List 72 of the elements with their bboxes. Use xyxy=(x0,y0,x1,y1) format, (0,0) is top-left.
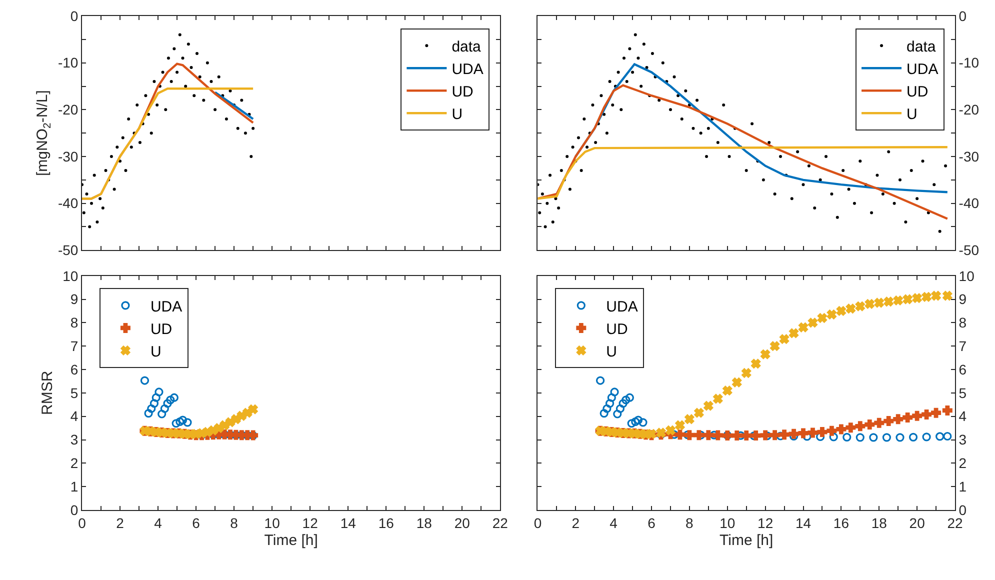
y-tick-label: 2 xyxy=(958,455,967,472)
y-tick-label: 6 xyxy=(958,361,967,378)
x-tick-label: 22 xyxy=(492,514,508,531)
y-tick-label: 5 xyxy=(70,384,78,401)
x-tick-label: 20 xyxy=(909,514,926,531)
y-tick-label: 1 xyxy=(70,478,78,494)
y-tick-label: -20 xyxy=(958,102,980,118)
x-tick-label: 0 xyxy=(534,514,542,531)
y-tick-label: 10 xyxy=(958,268,975,284)
legend-label: U xyxy=(906,106,918,123)
legend-label: U xyxy=(150,343,162,360)
x-tick-label: 16 xyxy=(833,514,850,531)
x-tick-label: 8 xyxy=(686,514,694,531)
x-tick-label: 16 xyxy=(378,514,394,531)
y-tick-label: 8 xyxy=(958,314,967,331)
legend-label: U xyxy=(452,106,463,123)
legend-label: UDA xyxy=(606,298,638,316)
x-tick-label: 18 xyxy=(416,514,432,531)
y-tick-label: -10 xyxy=(58,54,78,71)
y-tick-label: 9 xyxy=(70,291,78,308)
x-tick-label: 2 xyxy=(116,514,124,531)
y-tick-label: -40 xyxy=(58,195,78,212)
x-tick-label: 14 xyxy=(340,514,356,531)
y-tick-label: 4 xyxy=(958,408,967,424)
x-tick-label: 4 xyxy=(610,514,618,531)
y-tick-label: -30 xyxy=(958,148,980,164)
y-tick-label: 3 xyxy=(958,432,967,448)
x-tick-label: 8 xyxy=(230,514,238,531)
legend-label: UDA xyxy=(906,60,938,78)
y-tick-label: 4 xyxy=(70,408,78,424)
legend-label: UD xyxy=(150,320,172,338)
legend-label: data xyxy=(906,38,936,56)
y-tick-label: 0 xyxy=(70,8,78,24)
x-tick-label: 10 xyxy=(264,514,280,531)
y-tick-label: 0 xyxy=(70,502,78,518)
x-tick-label: 10 xyxy=(720,514,736,531)
x-tick-label: 14 xyxy=(795,514,812,531)
y-tick-label: 8 xyxy=(70,314,78,331)
y-tick-label: 2 xyxy=(70,455,78,472)
legend-label: UD xyxy=(606,320,628,338)
x-tick-label: 6 xyxy=(192,514,200,531)
y-tick-label: -40 xyxy=(958,195,980,212)
y-tick-label: -50 xyxy=(58,242,78,258)
legend-label: UDA xyxy=(150,298,182,316)
y-tick-label: 1 xyxy=(958,478,967,494)
y-tick-label: 5 xyxy=(958,384,967,401)
x-tick-label: 4 xyxy=(154,514,162,531)
y-tick-label: -30 xyxy=(58,148,78,164)
y-tick-label: 10 xyxy=(62,268,78,284)
legend-label: UD xyxy=(906,83,928,100)
x-tick-label: 2 xyxy=(572,514,580,531)
y-tick-label: 7 xyxy=(70,338,78,354)
x-axis-title: Time [h] xyxy=(720,532,774,549)
y-tick-label: 7 xyxy=(958,338,967,354)
x-tick-label: 6 xyxy=(648,514,656,531)
legend-label: data xyxy=(452,38,482,56)
x-tick-label: 12 xyxy=(302,514,318,531)
legend-label: U xyxy=(606,343,618,360)
y-tick-label: -20 xyxy=(58,102,78,118)
y-axis-title: RMSR xyxy=(38,370,56,416)
x-tick-label: 18 xyxy=(871,514,888,531)
x-tick-label: 12 xyxy=(758,514,774,531)
y-tick-label: 3 xyxy=(70,432,78,448)
y-tick-label: -10 xyxy=(958,54,980,71)
legend-label: UD xyxy=(452,83,474,100)
legend-label: UDA xyxy=(452,60,484,78)
y-tick-label: -50 xyxy=(958,242,980,258)
x-axis-title: Time [h] xyxy=(264,532,318,549)
y-tick-label: 0 xyxy=(958,8,967,24)
x-tick-label: 20 xyxy=(454,514,470,531)
y-tick-label: 9 xyxy=(958,291,967,308)
y-tick-label: 6 xyxy=(70,361,78,378)
